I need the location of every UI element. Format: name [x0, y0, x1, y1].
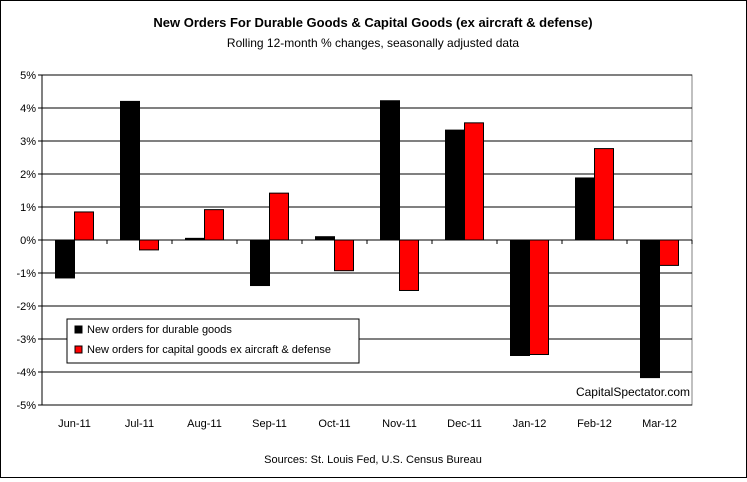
x-tick-label: Mar-12 [642, 418, 677, 430]
x-tick-label: Nov-11 [382, 418, 417, 430]
bar-capital [334, 239, 354, 272]
bar-durable [445, 129, 465, 241]
bar-capital [204, 209, 224, 241]
legend-box [66, 318, 360, 364]
bar-capital [139, 239, 159, 251]
x-tick-label: Dec-11 [447, 418, 482, 430]
bar-capital [594, 148, 614, 241]
x-tick-label: Sep-11 [252, 418, 287, 430]
y-tick-label: -3% [16, 334, 36, 346]
watermark: CapitalSpectator.com [576, 385, 690, 399]
y-tick-label: -1% [16, 268, 36, 280]
legend-swatch-durable [74, 325, 83, 334]
bar-durable [380, 100, 400, 241]
x-tick-label: Feb-12 [577, 418, 612, 430]
y-tick-label: 5% [20, 70, 36, 82]
y-tick-label: -2% [16, 301, 36, 313]
bar-durable [250, 239, 270, 287]
chart-title: New Orders For Durable Goods & Capital G… [153, 15, 592, 30]
y-tick-label: 0% [20, 235, 36, 247]
bar-durable [510, 239, 530, 356]
bar-durable [55, 239, 75, 279]
bar-capital [529, 239, 549, 356]
x-tick-label: Aug-11 [187, 418, 222, 430]
bar-capital [269, 192, 289, 241]
y-tick-label: 1% [20, 202, 36, 214]
x-tick-label: Jun-11 [58, 418, 91, 430]
bar-durable [640, 239, 660, 379]
bar-durable [120, 100, 140, 241]
source-note: Sources: St. Louis Fed, U.S. Census Bure… [264, 454, 482, 466]
chart-subtitle: Rolling 12-month % changes, seasonally a… [227, 36, 520, 50]
legend-label-capital: New orders for capital goods ex aircraft… [87, 344, 331, 356]
legend-swatch-capital [74, 345, 83, 354]
y-tick-label: -5% [16, 400, 36, 412]
bar-capital [464, 122, 484, 241]
x-tick-label: Jul-11 [125, 418, 154, 430]
bar-capital [399, 239, 419, 291]
y-tick-label: 3% [20, 136, 36, 148]
bars [55, 100, 679, 379]
y-tick-label: 4% [20, 103, 36, 115]
y-tick-label: -4% [16, 367, 36, 379]
y-axis-ticks: 5% 4% 3% 2% 1% 0% -1% -2% -3% -4% -5% [16, 70, 43, 412]
bar-capital [659, 239, 679, 266]
bar-durable [575, 177, 595, 241]
x-tick-label: Oct-11 [318, 418, 350, 430]
y-tick-label: 2% [20, 169, 36, 181]
legend: New orders for durable goods New orders … [66, 318, 360, 364]
bar-capital [74, 211, 94, 241]
legend-label-durable: New orders for durable goods [87, 324, 232, 336]
x-tick-label: Jan-12 [513, 418, 547, 430]
x-axis-ticks: Jun-11 Jul-11 Aug-11 Sep-11 Oct-11 Nov-11 Dec-… [42, 239, 693, 430]
